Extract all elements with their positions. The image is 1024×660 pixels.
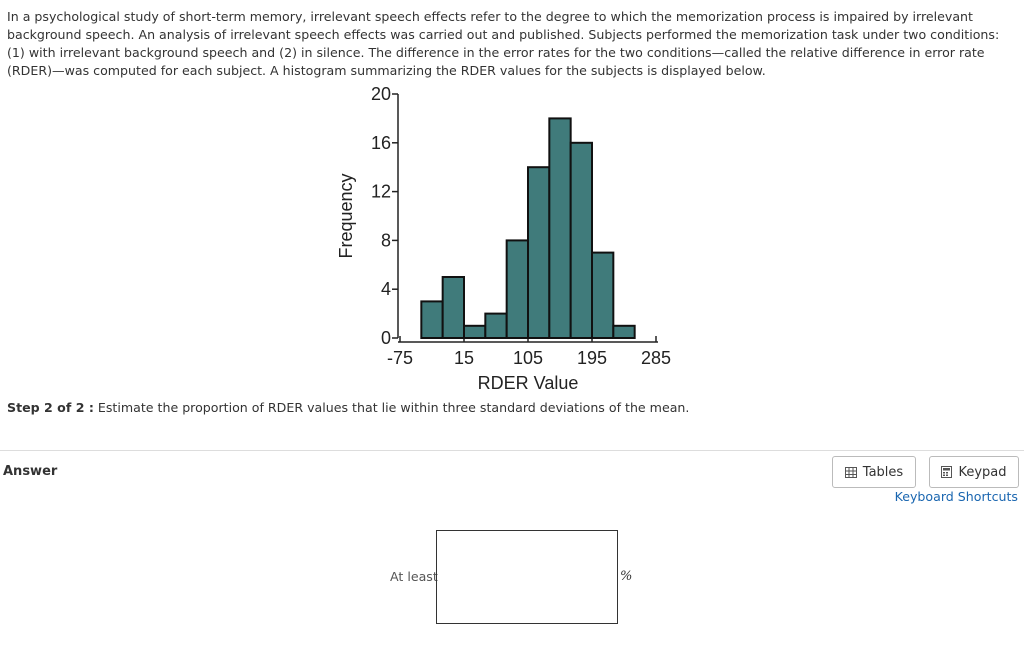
tables-button[interactable]: Tables: [832, 456, 916, 488]
y-tick-label: 0: [381, 328, 391, 348]
bar: [569, 141, 594, 339]
separator: [0, 450, 1024, 451]
step-label: Step 2 of 2 :: [7, 400, 94, 415]
keypad-icon: [941, 466, 953, 478]
keypad-text: Keypad: [958, 464, 1007, 480]
bar: [527, 166, 551, 339]
x-tick-label: 285: [641, 348, 671, 368]
y-tick-label: 16: [371, 133, 391, 153]
bar: [463, 324, 487, 339]
answer-label: Answer: [3, 464, 58, 479]
answer-prefix: At least: [390, 569, 438, 584]
bar: [591, 251, 615, 340]
answer-input[interactable]: [436, 530, 618, 624]
keyboard-shortcuts-link[interactable]: Keyboard Shortcuts: [894, 489, 1018, 504]
bar: [420, 300, 444, 339]
x-tick-label: 15: [454, 348, 474, 368]
y-tick-label: 20: [371, 84, 391, 104]
y-axis-label: Frequency: [336, 173, 356, 258]
keypad-button[interactable]: Keypad: [929, 456, 1019, 488]
histogram: 0 4 8 12 16 20 -75 15 105 195 285 RDER Value Frequen…: [336, 84, 671, 393]
step: Step 2 of 2 : Estimate the proportion of …: [7, 400, 689, 415]
bar: [505, 239, 529, 339]
y-tick-label: 4: [381, 279, 391, 299]
tables-text: Tables: [862, 464, 904, 480]
y-tick-label: 12: [371, 182, 391, 202]
y-tick-label: 8: [381, 230, 391, 250]
bar: [612, 324, 636, 339]
bar: [484, 312, 508, 340]
x-tick-label: -75: [387, 348, 413, 368]
x-tick-label: 105: [513, 348, 543, 368]
bar: [548, 117, 572, 340]
answer-unit: %: [620, 569, 633, 584]
bar: [441, 276, 465, 339]
x-axis-label: RDER Value: [478, 373, 579, 393]
x-tick-label: 195: [577, 348, 607, 368]
question-text: In a psychological study of short-term m…: [7, 9, 1000, 78]
step-text: Estimate the proportion of RDER values t…: [97, 400, 690, 415]
tables-icon: [844, 466, 857, 478]
